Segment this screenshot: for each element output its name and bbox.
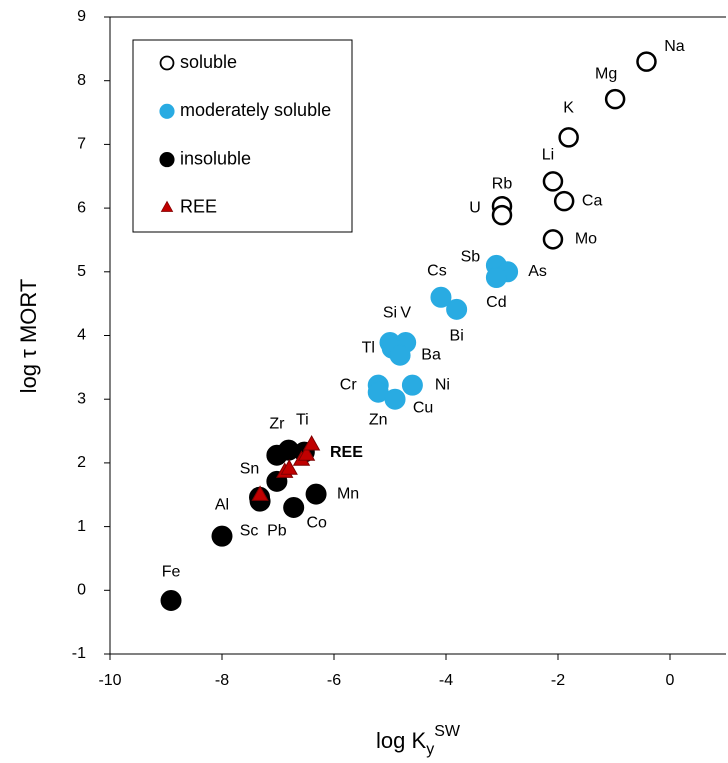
data-point: [636, 51, 657, 72]
data-point: [485, 267, 507, 289]
point-label: Cr: [340, 376, 358, 393]
y-tick-label: 3: [77, 390, 86, 407]
point-label: Fe: [162, 564, 181, 581]
point-label: Sc: [240, 522, 259, 539]
point-label: Na: [664, 38, 685, 55]
y-tick-label: 9: [77, 8, 86, 25]
y-tick-label: 7: [77, 136, 86, 153]
legend-box: [132, 39, 353, 233]
data-point: [297, 445, 316, 461]
legend-marker: [159, 103, 175, 119]
point-label: K: [563, 100, 574, 117]
point-label: Ni: [435, 376, 450, 393]
point-label: Tl: [362, 339, 375, 356]
y-tick-label: 0: [77, 582, 86, 599]
y-axis-label: log τ MORT: [16, 279, 41, 394]
point-label: U: [469, 199, 481, 216]
y-tick-label: 1: [77, 518, 86, 535]
x-tick-label: -8: [215, 672, 229, 689]
data-point: [604, 88, 626, 110]
x-tick-label: -4: [439, 672, 453, 689]
data-point: [430, 286, 452, 308]
point-label: Li: [542, 147, 554, 164]
data-point: [542, 229, 564, 250]
x-axis-label: log KySW: [376, 723, 461, 758]
data-point: [542, 171, 564, 192]
data-point: [302, 435, 321, 451]
x-axis-label-sup: SW: [434, 723, 461, 740]
y-tick-label: 8: [77, 72, 86, 89]
annotation: REE: [330, 444, 363, 461]
data-point: [384, 388, 406, 410]
point-label: Zr: [269, 415, 285, 432]
data-point: [389, 344, 411, 366]
point-label: Co: [306, 515, 327, 532]
point-label: Al: [215, 496, 229, 513]
point-label: Ca: [582, 192, 603, 209]
point-label: Mg: [595, 65, 617, 82]
legend-label: REE: [180, 197, 217, 217]
point-label: Cs: [427, 262, 447, 279]
y-tick-label: 4: [77, 327, 86, 344]
data-point: [280, 459, 298, 475]
legend-label: moderately soluble: [180, 100, 331, 120]
legend-marker: [159, 55, 175, 71]
data-point: [558, 127, 579, 148]
x-tick-label: 0: [666, 672, 675, 689]
data-point: [251, 485, 269, 501]
y-tick-label: 5: [77, 263, 86, 280]
point-label: Cd: [486, 294, 506, 311]
point-label: Ti: [296, 411, 309, 428]
legend-marker: [160, 200, 174, 212]
point-label: Zn: [369, 411, 388, 428]
legend-marker: [159, 152, 175, 168]
x-tick-label: -2: [551, 672, 565, 689]
data-point: [401, 374, 423, 396]
x-tick-label: -10: [98, 672, 121, 689]
legend-label: insoluble: [180, 148, 251, 168]
y-tick-label: 2: [77, 454, 86, 471]
data-point: [491, 204, 513, 226]
point-label: Rb: [492, 175, 513, 192]
point-label: As: [528, 263, 547, 280]
legend-label: soluble: [180, 52, 237, 72]
x-tick-label: -6: [327, 672, 341, 689]
point-label: Pb: [267, 523, 287, 540]
point-label: Ba: [421, 346, 441, 363]
y-tick-label: -1: [72, 645, 86, 662]
x-axis-label-sub: y: [426, 741, 434, 758]
point-label: Sb: [461, 249, 481, 266]
data-point: [553, 190, 575, 212]
data-point: [305, 483, 327, 505]
data-point: [446, 298, 468, 320]
data-point: [160, 589, 182, 611]
point-label: Si: [383, 305, 397, 322]
data-point: [211, 525, 233, 547]
point-label: V: [400, 305, 411, 322]
x-axis-label-main: log K: [376, 728, 426, 753]
point-label: Cu: [413, 399, 433, 416]
point-label: Mo: [575, 231, 597, 248]
y-tick-label: 6: [77, 199, 86, 216]
point-label: Bi: [450, 328, 464, 345]
data-point: [283, 496, 305, 518]
point-label: Sn: [240, 461, 260, 478]
point-label: Mn: [337, 485, 359, 502]
